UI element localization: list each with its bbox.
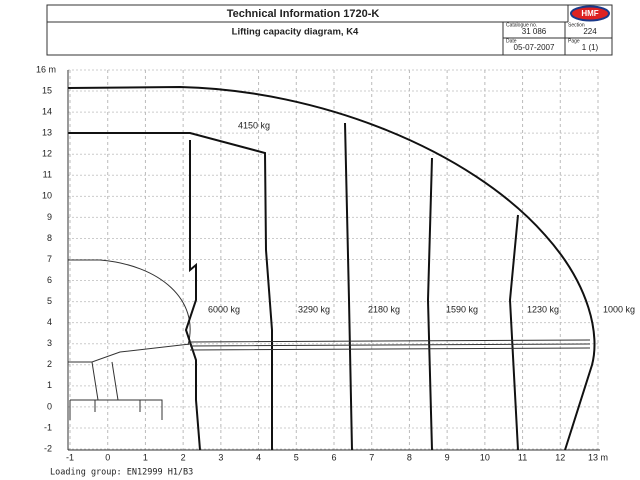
label: Catalogue no.	[506, 22, 537, 28]
x-tick-label: 2	[181, 452, 186, 462]
x-tick-label: 12	[555, 452, 565, 462]
subtitle: Lifting capacity diagram, K4	[232, 27, 359, 38]
capacity-label: 6000 kg	[208, 304, 240, 314]
capacity-label: 4150 kg	[238, 120, 270, 130]
title: Technical Information 1720-K	[227, 8, 380, 20]
capacity-label: 3290 kg	[298, 304, 330, 314]
label: Date	[506, 38, 517, 44]
grid	[68, 69, 600, 450]
envelope	[67, 85, 596, 451]
y-tick-label: 15	[42, 85, 52, 95]
y-tick-label: 14	[42, 106, 52, 116]
x-tick-label: 9	[445, 452, 450, 462]
header-box	[46, 4, 613, 56]
boom	[189, 339, 591, 351]
x-tick-label: 3	[218, 452, 223, 462]
x-tick-label: 11	[518, 452, 527, 462]
y-tick-label: 4	[47, 317, 52, 327]
x-tick-label: 10	[480, 452, 490, 462]
capacity-label: 1000 kg	[603, 304, 635, 314]
x-tick-label: 7	[369, 452, 374, 462]
y-tick-label: 13	[42, 128, 52, 138]
catalogue: 31 086	[522, 27, 547, 36]
y-tick-label: 0	[47, 401, 52, 411]
y-tick-label: -1	[44, 422, 52, 432]
capacity-line	[508, 214, 519, 451]
slew-limit	[67, 88, 191, 346]
x-tick-label: 8	[407, 452, 412, 462]
y-tick-label: 1	[47, 380, 52, 390]
logo-text: HMF	[581, 9, 598, 18]
capacity-label: 2180 kg	[368, 304, 400, 314]
x-tick-label: 6	[331, 452, 336, 462]
y-tick-label: 3	[47, 338, 52, 348]
logo	[570, 5, 610, 22]
page-number: 1 (1)	[582, 43, 599, 52]
inner-envelope	[68, 132, 273, 450]
label: Section	[568, 22, 585, 28]
y-tick-label: 11	[43, 170, 52, 180]
y-tick-label: 2	[47, 359, 52, 369]
footer: Loading group: EN12999 H1/B3	[50, 468, 193, 478]
y-tick-label: -2	[44, 443, 52, 453]
capacity-line	[344, 122, 353, 451]
y-tick-label: 9	[47, 212, 52, 222]
label: Page	[568, 38, 580, 44]
section: 224	[583, 27, 597, 36]
y-tick-label: 6	[47, 275, 52, 285]
capacity-line	[184, 140, 201, 451]
x-tick-label: -1	[66, 452, 74, 462]
y-tick-label: 10	[42, 191, 52, 201]
x-tick-label: 1	[143, 452, 148, 462]
y-tick-label: 8	[47, 233, 52, 243]
y-tick-label: 16 m	[36, 64, 56, 74]
capacity-label: 1590 kg	[446, 304, 478, 314]
x-tick-label: 13 m	[588, 452, 608, 462]
capacity-label: 1230 kg	[527, 304, 559, 314]
x-tick-label: 5	[294, 452, 299, 462]
x-tick-label: 4	[256, 452, 261, 462]
y-tick-label: 7	[47, 254, 52, 264]
capacity-line	[426, 157, 433, 451]
date: 05-07-2007	[514, 43, 555, 52]
crane	[68, 343, 191, 420]
y-tick-label: 12	[42, 149, 52, 159]
y-tick-label: 5	[47, 296, 52, 306]
x-tick-label: 0	[105, 452, 110, 462]
